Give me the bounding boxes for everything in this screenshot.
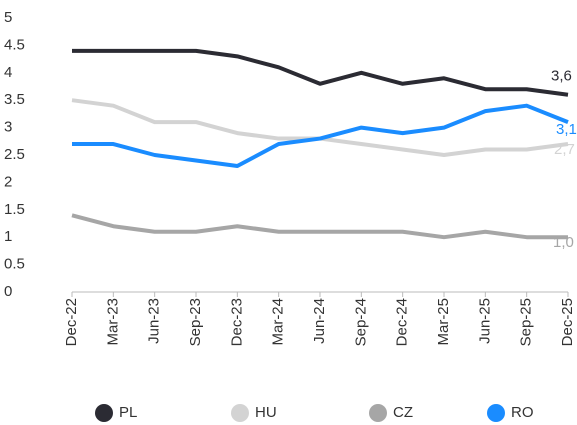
line [71,213,568,240]
legend-label: PL [119,404,137,421]
x-tick-label: Sep-25 [518,298,535,346]
x-tick-label: Mar-25 [435,298,452,346]
x-tick-label: Jun-23 [146,298,163,344]
legend-label: RO [511,404,534,421]
x-tick-label: Dec-25 [559,298,576,346]
y-tick-label: 3 [4,119,12,136]
x-tick-label: Dec-23 [228,298,245,346]
legend-marker [369,404,387,422]
x-tick-label: Mar-24 [270,298,287,346]
y-tick-label: 4.5 [4,36,25,53]
line [72,103,569,168]
legend-marker [487,404,505,422]
legend-marker [231,404,249,422]
y-tick-label: 2.5 [4,146,25,163]
y-tick-label: 1 [4,228,12,245]
y-tick-label: 4 [4,64,12,81]
x-tick-label: Sep-24 [352,298,369,346]
value-label: 2,7 [554,141,575,158]
legend-marker [95,404,113,422]
x-tick-label: Mar-23 [104,298,121,346]
x-tick-label: Dec-24 [394,298,411,346]
y-tick-label: 5 [4,9,12,26]
x-tick-label: Jun-25 [476,298,493,344]
y-tick-label: 3.5 [4,91,25,108]
value-label: 1,0 [553,234,574,251]
x-tick-label: Jun-24 [311,298,328,344]
line [72,48,569,97]
y-tick-label: 1.5 [4,201,25,218]
value-label: 3,6 [551,68,572,85]
legend-label: CZ [393,404,413,421]
x-tick-label: Dec-22 [63,298,80,346]
legend-label: HU [255,404,277,421]
y-tick-label: 2 [4,173,12,190]
value-label: 3,1 [556,121,577,138]
y-tick-label: 0.5 [4,256,25,273]
y-tick-label: 0 [4,283,12,300]
x-tick-label: Sep-23 [187,298,204,346]
